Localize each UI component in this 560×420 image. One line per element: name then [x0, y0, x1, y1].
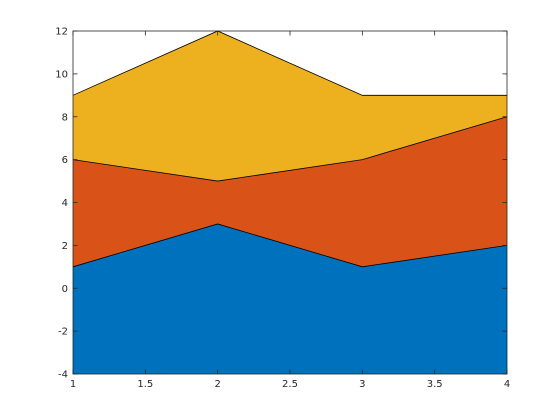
y-axis-ticks: -4 -2 0 2 4 6 8 10 12	[55, 27, 507, 381]
y-tick-label: -2	[58, 327, 68, 338]
x-tick-label: 2.5	[282, 379, 298, 390]
y-tick-label: 12	[55, 27, 68, 38]
x-tick-label: 1.5	[137, 379, 153, 390]
x-tick-label: 4	[504, 379, 510, 390]
area-series-2-edge	[72, 116, 508, 182]
x-tick-label: 3	[359, 379, 365, 390]
y-tick-label: 6	[62, 155, 68, 166]
x-tick-label: 1	[70, 379, 76, 390]
y-tick-label: 10	[55, 69, 68, 80]
x-tick-label: 3.5	[427, 379, 443, 390]
area-layers	[73, 31, 507, 374]
area-edges	[72, 30, 508, 268]
area-series-1-edge	[72, 223, 508, 268]
area-series-3-edge	[72, 30, 507, 96]
area-series-3	[73, 31, 507, 182]
x-axis-ticks: 1 1.5 2 2.5 3 3.5 4	[70, 31, 510, 390]
y-tick-label: -4	[58, 370, 68, 381]
y-tick-label: 8	[62, 112, 68, 123]
x-tick-label: 2	[214, 379, 220, 390]
y-tick-label: 0	[62, 284, 68, 295]
area-series-2	[73, 116, 507, 267]
y-tick-label: 4	[62, 198, 68, 209]
y-tick-label: 2	[62, 241, 68, 252]
